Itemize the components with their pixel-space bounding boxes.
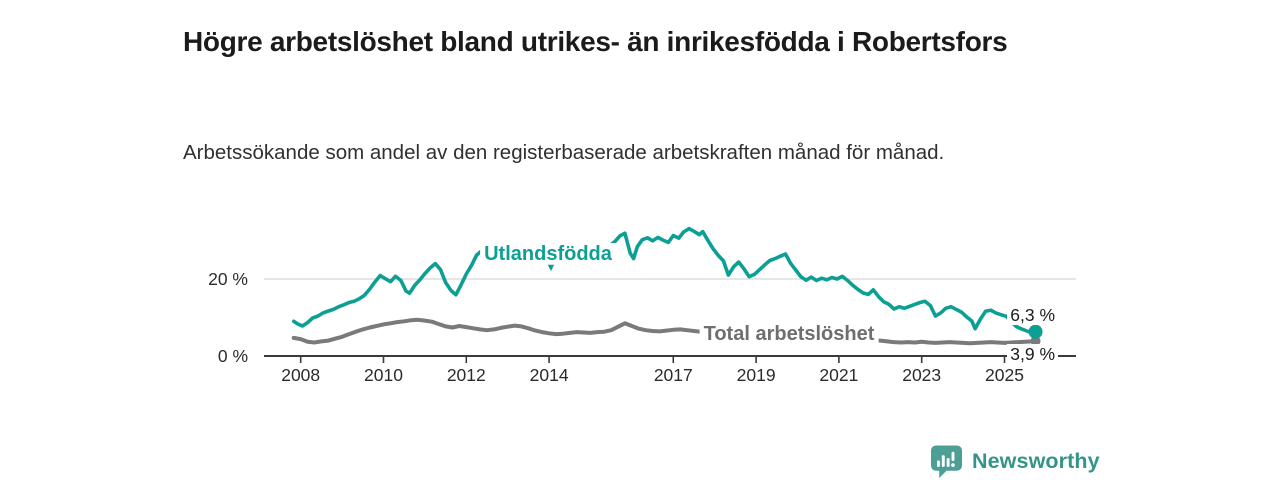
end-value-text-utlandsfodda: 6,3 % <box>1007 305 1058 325</box>
page-title: Högre arbetslöshet bland utrikes- än inr… <box>183 25 1008 57</box>
series-line-total <box>291 317 1038 346</box>
end-value-label-total: 3,9 % <box>958 344 1058 364</box>
y-tick-label-0: 0 % <box>217 346 248 366</box>
x-tick-label-2008: 2008 <box>281 365 320 385</box>
x-tick-label-2017: 2017 <box>654 365 693 385</box>
x-tick-label-2012: 2012 <box>447 365 486 385</box>
end-value-label-utlandsfodda: 6,3 % <box>958 305 1058 325</box>
newsworthy-logo[interactable]: Newsworthy <box>930 444 1100 479</box>
end-dot-total <box>1030 335 1041 346</box>
x-tick-label-2019: 2019 <box>737 365 776 385</box>
y-tick-label-20: 20 % <box>208 269 248 289</box>
newsworthy-logo-icon <box>930 445 963 478</box>
x-tick-label-2025: 2025 <box>985 365 1024 385</box>
x-tick-label-2021: 2021 <box>819 365 858 385</box>
page-subtitle: Arbetssökande som andel av den registerb… <box>183 140 945 164</box>
brand-name: Newsworthy <box>972 449 1100 473</box>
series-line-utlandsfodda <box>291 226 1038 335</box>
plot-area: 2008 2010 2012 2014 2017 2019 2021 2023 2025 <box>264 226 1076 385</box>
x-tick-label-2023: 2023 <box>902 365 941 385</box>
x-tick-label-2010: 2010 <box>364 365 403 385</box>
end-dot-utlandsfodda <box>1028 324 1043 339</box>
series-label-utlandsfodda: Utlandsfödda <box>480 243 616 265</box>
triangle-down-icon: ▼ <box>545 262 557 274</box>
end-value-text-total: 3,9 % <box>1007 344 1058 364</box>
series-label-total-arbetsloshet: Total arbetslöshet <box>699 323 879 345</box>
x-tick-label-2014: 2014 <box>530 365 569 385</box>
